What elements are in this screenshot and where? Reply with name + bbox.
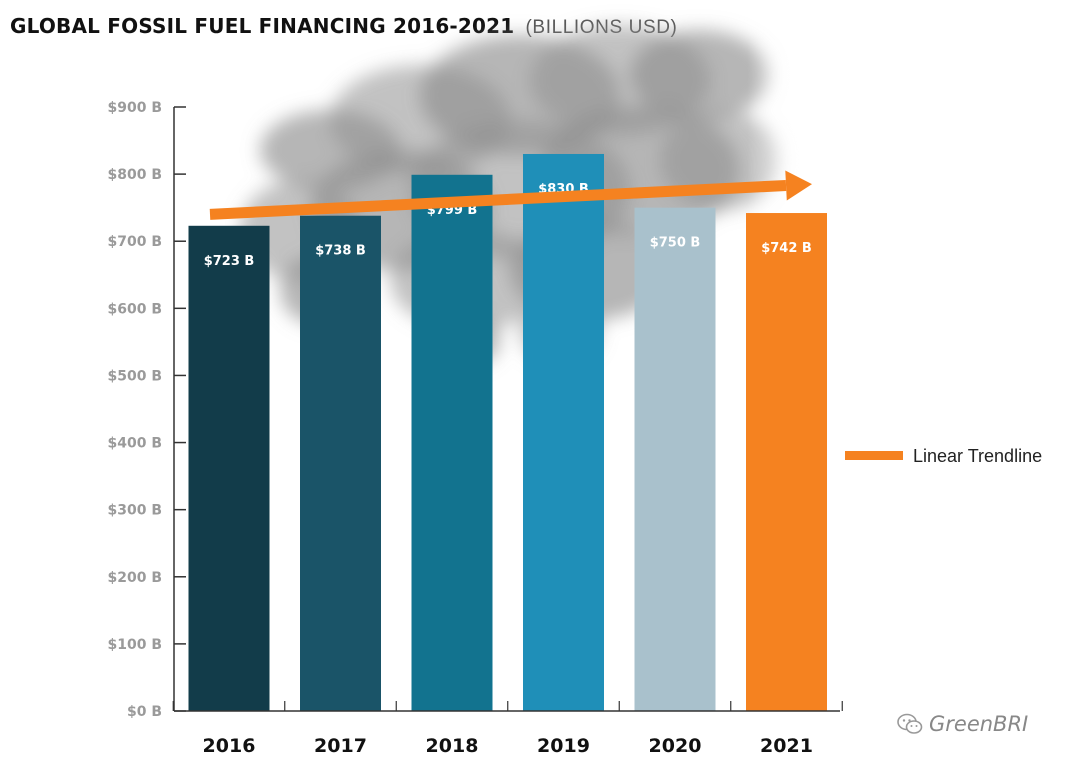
y-tick-label: $300 B [107, 503, 162, 519]
trendline-arrowhead [785, 170, 812, 201]
y-tick-label: $0 B [127, 704, 162, 720]
bar-value-label-2017: $738 B [315, 244, 366, 259]
y-tick-label: $100 B [107, 637, 162, 653]
y-tick-label: $700 B [107, 234, 162, 250]
bar-2021 [746, 213, 827, 711]
x-tick-label-2016: 2016 [203, 735, 256, 757]
bar-labels-group: $723 B$738 B$799 B$830 B$750 B $742 B [204, 182, 812, 269]
y-tick-label: $400 B [107, 436, 162, 452]
y-tick-label: $900 B [107, 100, 162, 116]
wechat-icon [897, 713, 923, 734]
y-tick-label: $200 B [107, 570, 162, 586]
bar-value-label-2020: $750 B [650, 236, 701, 251]
trendline-shaft [209, 179, 787, 220]
x-tick-label-2021: 2021 [760, 735, 813, 757]
watermark: GreenBRI [897, 712, 1028, 736]
x-ticks-group: 2016 2017 2018 2019 2020 2021 [203, 735, 813, 757]
y-tick-label: $500 B [107, 368, 162, 384]
bar-value-label-2021: $742 B [761, 241, 812, 256]
x-tick-label-2019: 2019 [537, 735, 590, 757]
x-tick-label-2020: 2020 [649, 735, 702, 757]
watermark-text: GreenBRI [929, 712, 1029, 736]
x-tick-label-2018: 2018 [426, 735, 479, 757]
bar-2018 [411, 174, 493, 711]
trendline-group [209, 170, 812, 220]
chart-title: GLOBAL FOSSIL FUEL FINANCING 2016-2021 [10, 14, 515, 38]
bar-value-label-2016: $723 B [204, 254, 255, 269]
y-ticks-group: $0 B $100 B $200 B $300 B $400 B $500 B $600 B… [107, 100, 843, 720]
bar-2017 [300, 215, 381, 711]
legend-trendline-label: Linear Trendline [913, 446, 1042, 466]
y-tick-label: $800 B [107, 167, 162, 183]
bar-2016 [188, 225, 270, 711]
legend: Linear Trendline [845, 446, 1042, 466]
y-tick-label: $600 B [107, 301, 162, 317]
bar-2020 [634, 207, 716, 711]
bar-2019 [523, 153, 604, 711]
x-tick-label-2017: 2017 [314, 735, 367, 757]
bars-group [188, 153, 827, 711]
legend-trendline-swatch [845, 451, 903, 460]
